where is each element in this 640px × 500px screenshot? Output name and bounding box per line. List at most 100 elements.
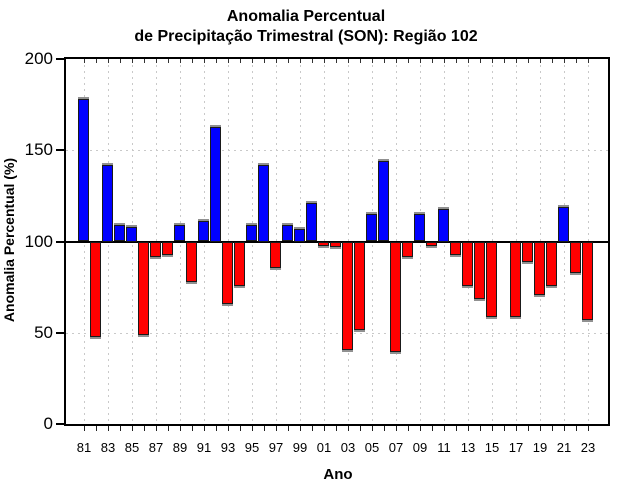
x-tick-22	[576, 426, 577, 431]
x-tick-92	[216, 426, 217, 431]
bar-2000	[306, 203, 317, 241]
x-tick-label-95: 95	[244, 440, 260, 455]
y-tick-150	[56, 149, 65, 151]
x-tick-94	[240, 426, 241, 431]
x-tick-04	[360, 426, 361, 431]
x-tick-85	[132, 426, 133, 431]
bar-1987	[150, 242, 161, 257]
x-tick-top-05	[372, 59, 373, 63]
x-tick-top-93	[228, 59, 229, 63]
x-tick-20	[552, 426, 553, 431]
plot-area	[64, 57, 610, 426]
bar-2008	[402, 242, 413, 257]
bar-2014	[474, 242, 485, 299]
x-tick-10	[432, 426, 433, 431]
x-tick-label-07: 07	[388, 440, 404, 455]
x-tick-label-13: 13	[460, 440, 476, 455]
x-tick-top-18	[528, 59, 529, 63]
bar-2020	[546, 242, 557, 286]
x-tick-08	[408, 426, 409, 431]
x-tick-top-15	[492, 59, 493, 63]
x-tick-top-02	[336, 59, 337, 63]
bar-1998	[282, 225, 293, 241]
bar-2009	[414, 214, 425, 241]
y-tick-100	[56, 241, 65, 243]
y-tick-label-50: 50	[34, 323, 53, 342]
x-tick-89	[180, 426, 181, 431]
x-tick-top-11	[444, 59, 445, 63]
bar-2010	[426, 242, 437, 246]
x-tick-top-10	[432, 59, 433, 63]
bar-2002	[330, 242, 341, 247]
x-tick-top-21	[564, 59, 565, 63]
x-tick-top-22	[576, 59, 577, 63]
x-tick-14	[480, 426, 481, 431]
x-tick-06	[384, 426, 385, 431]
x-tick-label-11: 11	[437, 440, 451, 455]
y-tick-50	[56, 332, 65, 334]
x-tick-top-88	[168, 59, 169, 63]
x-tick-top-83	[108, 59, 109, 63]
x-tick-09	[420, 426, 421, 431]
bar-2022	[570, 242, 581, 273]
x-tick-label-21: 21	[556, 440, 572, 455]
x-tick-91	[204, 426, 205, 431]
x-tick-label-87: 87	[148, 440, 164, 455]
chart-title-line2: de Precipitação Trimestral (SON): Região…	[134, 28, 478, 45]
x-tick-88	[168, 426, 169, 431]
x-tick-label-93: 93	[220, 440, 236, 455]
x-tick-top-85	[132, 59, 133, 63]
x-tick-top-19	[540, 59, 541, 63]
x-tick-top-90	[192, 59, 193, 63]
bar-2007	[390, 242, 401, 352]
y-tick-label-200: 200	[24, 49, 53, 68]
bar-2019	[534, 242, 545, 295]
x-tick-21	[564, 426, 565, 431]
x-tick-top-86	[144, 59, 145, 63]
x-tick-top-00	[312, 59, 313, 63]
x-tick-label-17: 17	[508, 440, 524, 455]
bar-1982	[90, 242, 101, 337]
x-tick-top-84	[120, 59, 121, 63]
x-tick-15	[492, 426, 493, 431]
chart-title: Anomalia Percentual de Precipitação Trim…	[0, 7, 612, 47]
bar-2021	[558, 207, 569, 242]
x-axis-title: Ano	[323, 466, 353, 483]
x-tick-top-92	[216, 59, 217, 63]
bar-2005	[366, 214, 377, 241]
x-tick-07	[396, 426, 397, 431]
y-tick-label-100: 100	[24, 232, 53, 251]
x-tick-16	[504, 426, 505, 431]
bar-2001	[318, 242, 329, 246]
bar-2013	[462, 242, 473, 286]
y-tick-label-150: 150	[24, 140, 53, 159]
x-tick-00	[312, 426, 313, 431]
x-tick-84	[120, 426, 121, 431]
bar-2018	[522, 242, 533, 262]
x-tick-label-09: 09	[412, 440, 428, 455]
x-tick-12	[456, 426, 457, 431]
x-tick-label-81: 81	[76, 440, 92, 455]
x-tick-label-89: 89	[172, 440, 188, 455]
x-tick-label-83: 83	[100, 440, 116, 455]
x-tick-05	[372, 426, 373, 431]
bar-2004	[354, 242, 365, 330]
x-tick-top-13	[468, 59, 469, 63]
y-tick-0	[56, 423, 65, 425]
x-tick-top-94	[240, 59, 241, 63]
x-tick-top-17	[516, 59, 517, 63]
x-tick-label-97: 97	[268, 440, 284, 455]
x-tick-label-15: 15	[484, 440, 500, 455]
bar-1988	[162, 242, 173, 255]
x-tick-top-01	[324, 59, 325, 63]
bar-2015	[486, 242, 497, 317]
x-tick-top-81	[84, 59, 85, 63]
x-tick-label-99: 99	[292, 440, 308, 455]
x-tick-top-97	[276, 59, 277, 63]
x-tick-23	[588, 426, 589, 431]
gridline-h-150	[66, 150, 608, 151]
bar-1992	[210, 127, 221, 242]
x-tick-top-09	[420, 59, 421, 63]
x-tick-17	[516, 426, 517, 431]
